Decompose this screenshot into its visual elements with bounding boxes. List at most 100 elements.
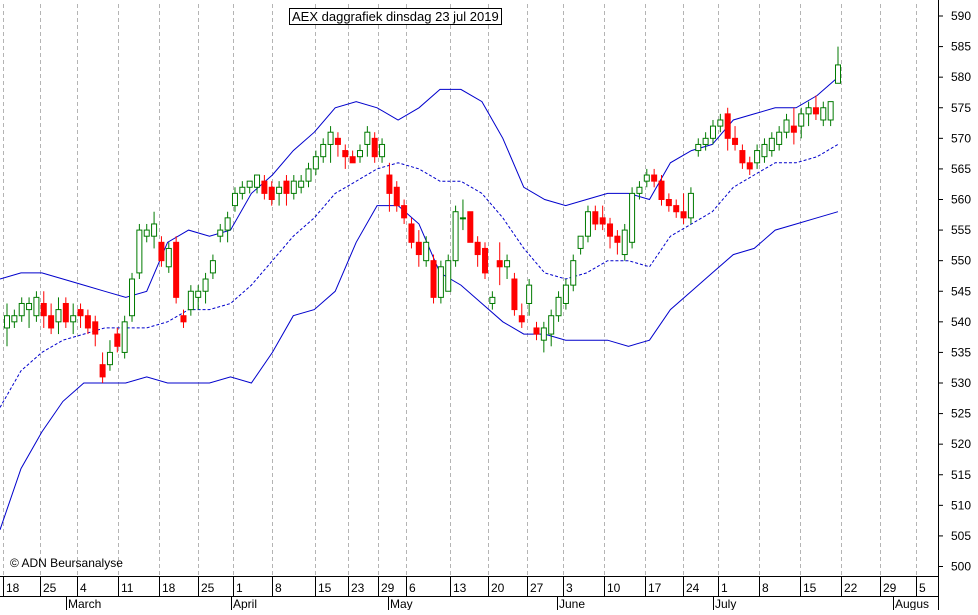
candle-body [805, 107, 812, 115]
candle [452, 205, 459, 267]
candle [555, 291, 562, 322]
candle-body [143, 229, 150, 237]
candle [143, 223, 150, 243]
candle [812, 95, 819, 120]
candle [621, 223, 628, 261]
x-tick-label: 25 [201, 581, 215, 595]
y-tick-label: 525 [951, 407, 971, 421]
candle [342, 144, 349, 169]
candle [158, 236, 165, 267]
candle [768, 132, 775, 157]
candle-body [114, 333, 121, 347]
candle-body [371, 137, 378, 158]
candle-body [577, 235, 584, 249]
candle-body [18, 302, 25, 317]
x-tick-label: 3 [566, 581, 573, 595]
candle-body [562, 284, 569, 304]
candle [283, 175, 290, 206]
candle [629, 187, 636, 249]
candle-body [835, 64, 841, 84]
candle [62, 297, 69, 328]
candle [364, 126, 371, 157]
candle-body [437, 266, 444, 298]
candle-body [70, 315, 77, 323]
candle-body [48, 315, 55, 329]
candle-body [636, 186, 643, 194]
candle-body [40, 302, 47, 317]
y-tick-label: 510 [951, 498, 971, 512]
candle [709, 119, 716, 145]
x-tick-label: 24 [686, 581, 700, 595]
candles [4, 46, 841, 383]
candle-body [173, 241, 180, 298]
y-tick-label: 515 [951, 468, 971, 482]
candle-body [607, 223, 614, 237]
candle [246, 180, 253, 194]
candle-body [526, 284, 533, 304]
candle [665, 193, 672, 212]
candle-body [334, 137, 341, 145]
candle-body [548, 315, 555, 335]
candle [217, 223, 224, 243]
candle [754, 144, 761, 169]
bollinger-bands [0, 76, 839, 530]
candle-body [820, 107, 827, 121]
candle [290, 175, 297, 200]
candle-body [239, 186, 246, 194]
candle [195, 285, 202, 310]
candle [798, 107, 805, 139]
candle [151, 211, 158, 249]
candle [121, 315, 128, 359]
candle-body [518, 315, 525, 323]
candle-body [680, 211, 687, 219]
candle [467, 211, 474, 243]
candle-body [724, 113, 731, 139]
candle [724, 107, 731, 151]
lower-band [0, 205, 839, 530]
candle [673, 199, 680, 218]
candle [761, 138, 768, 163]
x-tick-label: 29 [883, 581, 897, 595]
candle-body [555, 296, 562, 317]
candle [320, 138, 327, 163]
candle [577, 235, 584, 255]
candle [415, 230, 422, 267]
candle-body [445, 260, 452, 292]
candle [187, 285, 194, 316]
y-tick-label: 545 [951, 284, 971, 298]
y-tick-label: 590 [951, 9, 971, 23]
candle [695, 138, 702, 157]
candle [136, 223, 143, 280]
candle [106, 340, 113, 371]
candle [276, 181, 283, 206]
candle-body [717, 119, 724, 127]
y-tick-label: 565 [951, 162, 971, 176]
candle-body [592, 211, 599, 225]
candle [11, 309, 18, 328]
x-tick-label: 13 [453, 581, 467, 595]
x-tick-label: 1 [236, 581, 243, 595]
x-tick-label: 25 [43, 581, 57, 595]
candle [687, 187, 694, 224]
candle [526, 279, 533, 316]
candle [599, 205, 606, 231]
candle-body [99, 364, 106, 378]
month-label: March [68, 597, 101, 610]
candle [202, 272, 209, 304]
y-tick-label: 555 [951, 223, 971, 237]
candle [702, 132, 709, 151]
candle [820, 101, 827, 127]
candle-body [540, 327, 547, 341]
candle-body [62, 302, 69, 323]
candle [658, 175, 665, 206]
candle-body [584, 211, 591, 237]
y-tick-label: 535 [951, 345, 971, 359]
candle-body [26, 302, 33, 311]
x-tick-label: 18 [162, 581, 176, 595]
candle-body [665, 199, 672, 207]
y-tick-label: 530 [951, 376, 971, 390]
candle-body [790, 125, 797, 133]
candle [511, 272, 518, 316]
candle-body [709, 125, 716, 139]
candle-body [283, 180, 290, 194]
